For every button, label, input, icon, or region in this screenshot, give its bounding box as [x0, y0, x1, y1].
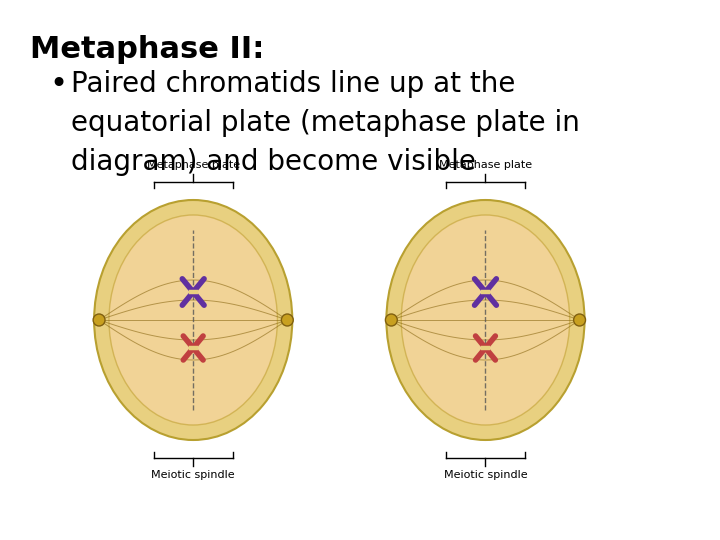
Text: Paired chromatids line up at the
equatorial plate (metaphase plate in
diagram) a: Paired chromatids line up at the equator…	[71, 70, 580, 176]
Circle shape	[93, 314, 105, 326]
Text: Meiotic spindle: Meiotic spindle	[444, 470, 527, 480]
Text: Metaphase plate: Metaphase plate	[147, 160, 240, 170]
Circle shape	[282, 314, 293, 326]
Ellipse shape	[109, 215, 277, 425]
Circle shape	[385, 314, 397, 326]
Text: Metaphase plate: Metaphase plate	[439, 160, 532, 170]
Circle shape	[574, 314, 585, 326]
Text: Metaphase II:: Metaphase II:	[30, 35, 264, 64]
Ellipse shape	[401, 215, 570, 425]
Ellipse shape	[387, 200, 585, 440]
Text: Meiotic spindle: Meiotic spindle	[151, 470, 235, 480]
Text: •: •	[50, 70, 68, 99]
Ellipse shape	[94, 200, 292, 440]
